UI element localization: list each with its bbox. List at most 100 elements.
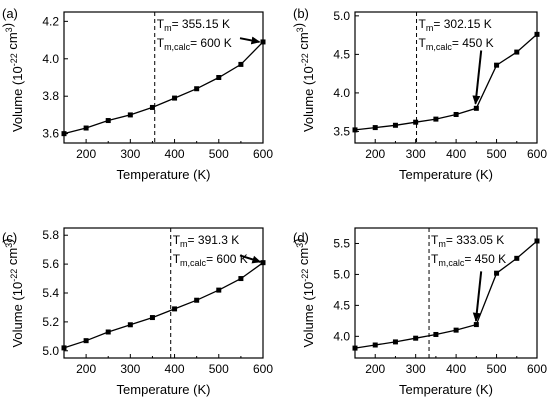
data-point (453, 327, 459, 333)
x-tick-label: 500 (209, 147, 229, 161)
data-point (514, 255, 520, 261)
x-tick-label: 400 (165, 147, 185, 161)
y-tick-label: 5.2 (42, 315, 59, 329)
data-point (352, 127, 358, 133)
x-tick-label: 300 (406, 147, 426, 161)
data-point (372, 342, 378, 348)
plot-frame (63, 227, 264, 359)
data-point (216, 287, 222, 293)
data-point (149, 104, 155, 110)
arrow-annotation (472, 271, 483, 322)
data-point (473, 105, 479, 111)
data-point (433, 116, 439, 122)
data-point (83, 338, 89, 344)
arrow-annotation (472, 50, 483, 105)
y-axis-label: Volume (10-22 cm3) (0, 23, 25, 132)
panel-d: (d) 200 300 400 500 600 4.0 4.5 5.0 5.5 Temperatur… (291, 227, 547, 397)
x-tick-label: 400 (446, 147, 466, 161)
tm-annotation: Tm= 355.15 K (157, 17, 230, 33)
x-tick-label: 200 (365, 362, 385, 376)
x-tick-label: 200 (76, 362, 96, 376)
x-tick-label: 600 (527, 147, 547, 161)
arrow-annotation (239, 254, 262, 264)
panel-b: (b) 200 300 400 500 600 3.5 4.0 4.5 5.0 Temperatur… (291, 6, 547, 182)
y-tick-label: 4.5 (333, 47, 350, 61)
data-point (127, 112, 133, 118)
series-line (354, 33, 538, 131)
y-tick-label: 4.0 (42, 52, 59, 66)
data-point (149, 315, 155, 321)
y-tick-label: 5.0 (333, 9, 350, 23)
x-tick-label: 200 (365, 147, 385, 161)
data-point (413, 119, 419, 125)
y-axis-label: Volume (10-22 cm3) (291, 23, 316, 132)
data-point (61, 131, 67, 137)
y-tick-label: 5.6 (42, 257, 59, 271)
panel-label: (b) (293, 6, 309, 21)
data-point (352, 345, 358, 351)
y-tick-label: 5.5 (333, 236, 350, 250)
x-tick-label: 500 (487, 147, 507, 161)
y-tick-label: 5.0 (42, 344, 59, 358)
data-point (238, 61, 244, 67)
data-point (216, 75, 222, 80)
tm-calc-annotation: Tm,calc= 450 K (419, 36, 494, 52)
x-axis-label: Temperature (K) (399, 382, 493, 397)
panel-c: (c) 200 300 400 500 600 5.0 5.2 5.4 5.6 5.8 Tempera… (0, 227, 273, 397)
arrow-annotation (239, 36, 261, 45)
data-point (372, 125, 378, 131)
x-tick-label: 500 (209, 362, 229, 376)
data-point (127, 322, 133, 328)
panel-label: (d) (293, 230, 309, 245)
data-point (494, 62, 500, 68)
data-point (514, 49, 520, 55)
series-line (354, 240, 538, 349)
data-point (260, 39, 266, 45)
series-line (63, 262, 264, 349)
panel-label: (c) (2, 230, 17, 245)
y-tick-label: 4.2 (42, 14, 59, 28)
data-point (61, 345, 67, 351)
tm-annotation: Tm= 302.15 K (419, 17, 492, 33)
y-tick-label: 3.6 (42, 127, 59, 141)
x-tick-label: 400 (165, 362, 185, 376)
y-tick-label: 3.8 (42, 89, 59, 103)
y-tick-label: 4.5 (333, 298, 350, 312)
data-point (534, 31, 540, 37)
x-tick-label: 600 (253, 362, 273, 376)
data-point (413, 335, 419, 341)
panel-label: (a) (2, 6, 18, 21)
data-point (392, 122, 398, 128)
data-point (260, 260, 266, 266)
x-tick-label: 600 (527, 362, 547, 376)
tm-annotation: Tm= 333.05 K (431, 233, 504, 249)
data-point (534, 238, 540, 244)
data-point (238, 276, 244, 282)
panel-a: (a) 200 300 400 500 600 3.6 3.8 4.0 4.2 Temperatur… (0, 6, 273, 182)
data-point (392, 339, 398, 345)
data-point (473, 322, 479, 328)
x-tick-label: 300 (120, 362, 140, 376)
y-tick-label: 3.5 (333, 124, 350, 138)
data-point (194, 86, 200, 92)
tm-calc-annotation: Tm,calc= 600 K (157, 36, 232, 52)
tm-calc-annotation: Tm,calc= 600 K (173, 252, 248, 268)
y-axis-label: Volume (10-22 cm3) (291, 238, 316, 347)
y-tick-label: 4.0 (333, 86, 350, 100)
data-point (453, 111, 459, 117)
data-point (83, 125, 89, 131)
x-axis-label: Temperature (K) (399, 167, 493, 182)
data-point (194, 297, 200, 303)
data-point (105, 329, 111, 335)
tm-annotation: Tm= 391.3 K (173, 233, 240, 249)
x-tick-label: 300 (120, 147, 140, 161)
x-tick-label: 500 (487, 362, 507, 376)
x-tick-label: 200 (76, 147, 96, 161)
data-point (105, 118, 111, 124)
data-point (172, 306, 178, 312)
y-tick-label: 5.0 (333, 267, 350, 281)
x-tick-label: 600 (253, 147, 273, 161)
tm-calc-annotation: Tm,calc= 450 K (431, 252, 506, 268)
y-tick-label: 5.4 (42, 286, 59, 300)
